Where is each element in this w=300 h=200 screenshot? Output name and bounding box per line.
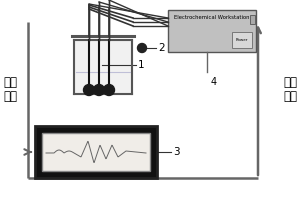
FancyBboxPatch shape bbox=[168, 10, 256, 52]
FancyBboxPatch shape bbox=[250, 15, 255, 24]
Text: 2: 2 bbox=[158, 43, 165, 53]
Circle shape bbox=[94, 84, 104, 96]
Text: 控制: 控制 bbox=[283, 90, 297, 104]
Text: 输出: 输出 bbox=[3, 90, 17, 104]
Text: 3: 3 bbox=[173, 147, 180, 157]
Polygon shape bbox=[74, 40, 132, 94]
FancyBboxPatch shape bbox=[232, 32, 252, 48]
Text: Power: Power bbox=[236, 38, 248, 42]
Circle shape bbox=[83, 84, 94, 96]
Text: 仪器: 仪器 bbox=[283, 75, 297, 88]
Text: 信号: 信号 bbox=[3, 75, 17, 88]
Text: Electrochemical Workstation: Electrochemical Workstation bbox=[174, 15, 250, 20]
Text: 1: 1 bbox=[138, 60, 145, 70]
Circle shape bbox=[137, 44, 146, 52]
Circle shape bbox=[103, 84, 115, 96]
FancyBboxPatch shape bbox=[42, 133, 150, 171]
Text: 4: 4 bbox=[211, 77, 217, 87]
FancyBboxPatch shape bbox=[35, 126, 157, 178]
